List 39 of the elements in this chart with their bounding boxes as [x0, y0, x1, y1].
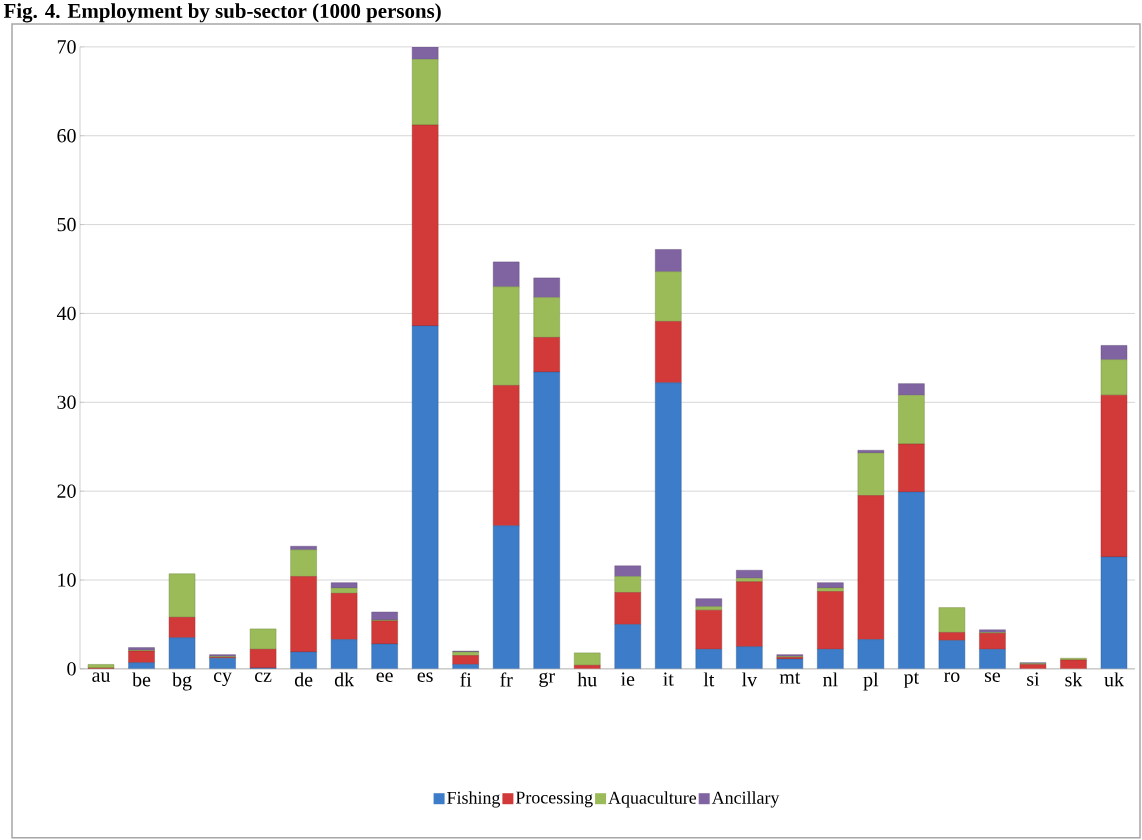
x-tick-label: mt — [779, 672, 801, 684]
x-tick-label: bg — [172, 672, 192, 691]
x-tick-label: fi — [460, 672, 472, 687]
x-tick-label: ee — [376, 672, 393, 683]
x-tick-label: ro — [944, 672, 960, 683]
y-tick-label: 20 — [57, 484, 76, 498]
x-tick-label: pt — [903, 672, 920, 688]
x-tick-label: cz — [255, 672, 272, 683]
x-tick-label: au — [92, 672, 111, 682]
x-tick-label: dk — [334, 672, 355, 687]
x-tick-label: lt — [703, 672, 715, 687]
y-tick-label: 70 — [57, 40, 76, 54]
chart-title: Fig. 4. Employment by sub-sector (1000 persons) — [3, 3, 441, 23]
x-tick-label: uk — [1104, 672, 1124, 687]
x-tick-label: gr — [539, 672, 555, 687]
legend-label: Processing — [515, 791, 593, 808]
legend-label: Ancillary — [711, 791, 780, 808]
x-tick-label: ie — [620, 672, 635, 686]
x-tick-label: be — [132, 672, 151, 687]
x-tick-label: fr — [500, 672, 513, 687]
x-tick-label: it — [663, 672, 674, 686]
x-tick-label: de — [294, 672, 313, 687]
x-tick-label: se — [984, 672, 1001, 683]
x-tick-label: lv — [741, 672, 758, 687]
x-tick-label: si — [1027, 672, 1040, 686]
y-tick-label: 30 — [57, 395, 76, 410]
y-tick-label: 0 — [67, 662, 76, 676]
x-tick-label: pl — [863, 672, 879, 691]
x-tick-label: sk — [1065, 672, 1083, 687]
y-tick-label: 50 — [57, 217, 76, 232]
x-tick-label: es — [417, 672, 433, 683]
x-tick-label: hu — [577, 672, 597, 687]
y-tick-label: 60 — [57, 129, 76, 143]
x-tick-label: nl — [823, 672, 838, 687]
legend-label: Aquaculture — [608, 791, 697, 808]
x-tick-label: cy — [213, 672, 232, 687]
y-tick-label: 40 — [56, 306, 76, 321]
legend-label: Fishing — [447, 791, 501, 808]
y-tick-label: 10 — [58, 573, 76, 587]
